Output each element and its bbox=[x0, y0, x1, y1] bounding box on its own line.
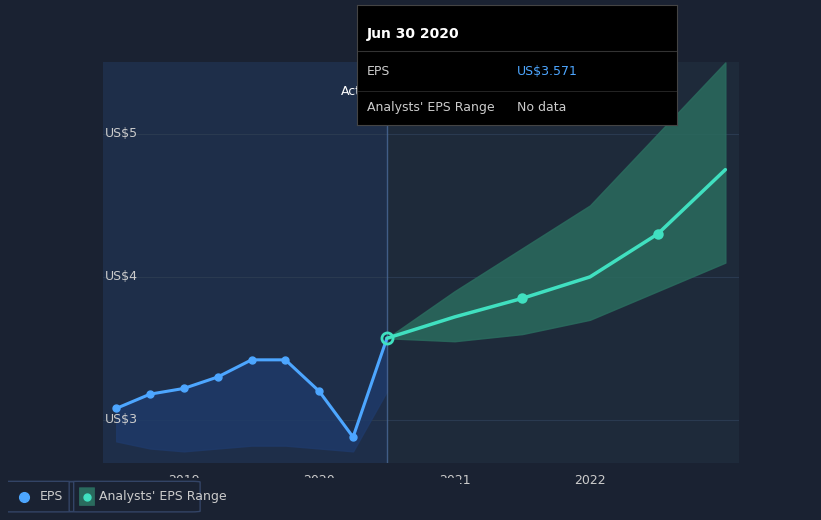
Text: 2022: 2022 bbox=[574, 474, 606, 487]
Text: EPS: EPS bbox=[367, 65, 390, 78]
Text: No data: No data bbox=[517, 101, 566, 114]
Text: Analysts Forecasts: Analysts Forecasts bbox=[394, 85, 510, 98]
Text: 2021: 2021 bbox=[438, 474, 470, 487]
Bar bbox=[103, 62, 387, 463]
Text: Analysts' EPS Range: Analysts' EPS Range bbox=[99, 490, 226, 503]
FancyBboxPatch shape bbox=[79, 487, 95, 506]
Text: 2020: 2020 bbox=[303, 474, 335, 487]
Text: 2019: 2019 bbox=[168, 474, 200, 487]
Text: US$4: US$4 bbox=[105, 270, 138, 283]
Text: US$3: US$3 bbox=[105, 413, 138, 426]
Text: US$3.571: US$3.571 bbox=[517, 65, 578, 78]
Text: Jun 30 2020: Jun 30 2020 bbox=[367, 27, 460, 41]
Text: EPS: EPS bbox=[40, 490, 63, 503]
Text: US$5: US$5 bbox=[105, 127, 139, 140]
Text: Actual: Actual bbox=[341, 85, 380, 98]
Text: Analysts' EPS Range: Analysts' EPS Range bbox=[367, 101, 494, 114]
